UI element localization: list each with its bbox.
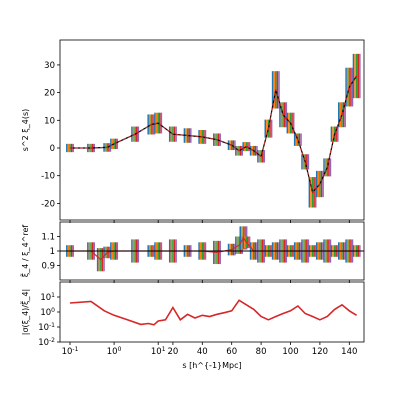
- y-tick-label: 1: [50, 247, 55, 257]
- y-axis-label: |σ(ξ_4)/ξ̃_4|: [20, 289, 30, 336]
- x-tick-label: 140: [341, 347, 357, 357]
- y-tick-label: 20: [44, 89, 55, 99]
- y-axis-label: ξ̃_4 / ξ_4^ref: [20, 225, 30, 278]
- y-tick-label: 10: [44, 116, 55, 126]
- y-axis-label: s^2 ξ_4(s): [21, 109, 30, 151]
- x-tick-label: 20: [167, 347, 178, 357]
- series-line: [69, 299, 358, 326]
- x-tick-label: 10-1: [62, 346, 79, 358]
- x-tick-label: 80: [256, 347, 267, 357]
- y-tick-label: 0.9: [41, 262, 55, 272]
- y-tick-label: 1.1: [41, 233, 55, 243]
- y-tick-label: 10-2: [38, 337, 55, 349]
- panel-middle-ratio: 0.9 1 1.1 ξ̃_4 / ξ_4^ref: [20, 221, 365, 283]
- y-tick-label: 101: [40, 292, 55, 304]
- panel-top-xi4: -20 -10 0 10 20 30 s^2 ξ_4(s): [21, 39, 365, 223]
- x-tick-label: 120: [312, 347, 328, 357]
- y-tick-label: 30: [44, 61, 55, 71]
- x-tick-label: 40: [197, 347, 208, 357]
- series-line-ref: [70, 75, 358, 194]
- x-tick-label: 101: [151, 346, 166, 358]
- x-tick-label: 100: [282, 347, 298, 357]
- plot-frame: [59, 39, 365, 221]
- y-tick-label: 0: [50, 144, 55, 154]
- x-tick-label: 60: [226, 347, 237, 357]
- y-tick-label: -20: [41, 199, 55, 209]
- y-tick-label: 100: [40, 307, 55, 319]
- y-tick-label: 10-1: [38, 322, 55, 334]
- x-axis-label: s [h^{-1}Mpc]: [182, 361, 241, 370]
- y-tick-label: -10: [41, 172, 55, 182]
- x-tick-label: 100: [107, 346, 122, 358]
